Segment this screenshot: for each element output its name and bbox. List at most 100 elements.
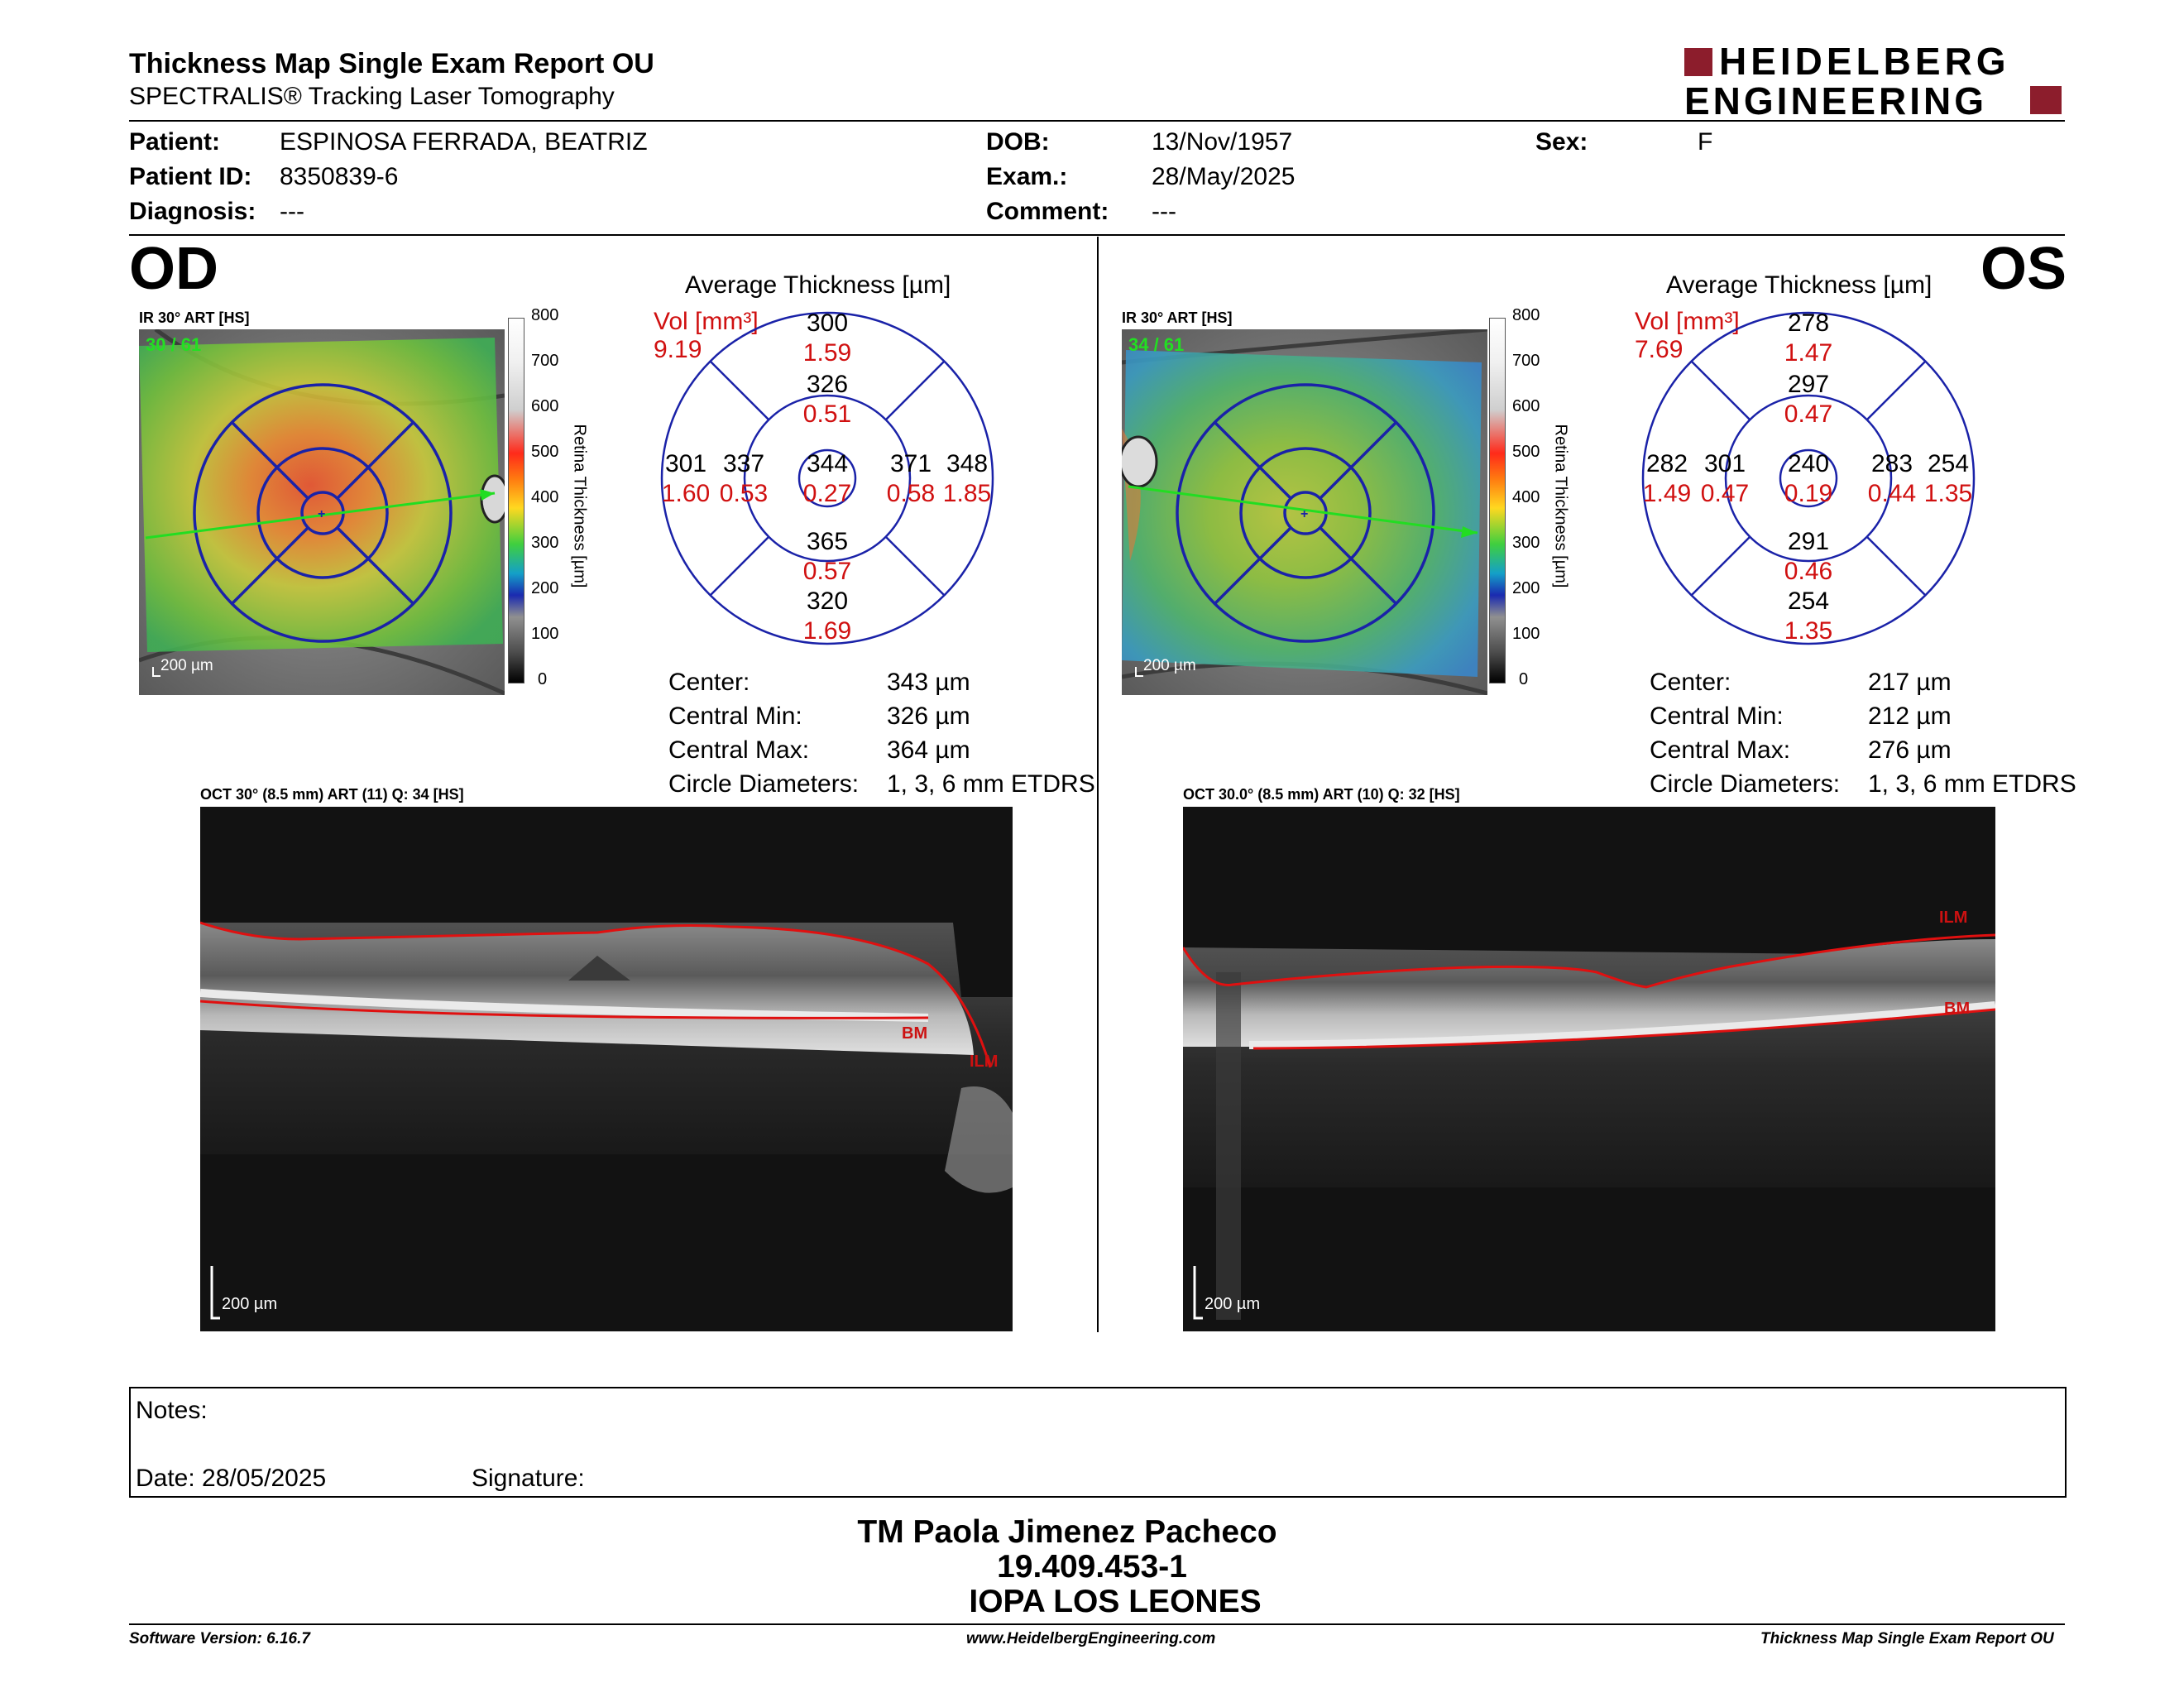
website-link[interactable]: www.HeidelbergEngineering.com xyxy=(966,1630,1216,1647)
comment-value: --- xyxy=(1152,198,1176,225)
os-oct-scan xyxy=(1183,807,1995,1331)
os-tick-700: 700 xyxy=(1512,352,1540,370)
os-colorbar-label: Retina Thickness [µm] xyxy=(1551,424,1570,588)
os-fundus-overlay: 34 / 61 xyxy=(1128,334,1185,355)
notes-box xyxy=(129,1387,2067,1498)
logo-square-icon xyxy=(1684,48,1712,76)
od-outer-right-volume: 1.85 xyxy=(942,480,992,507)
os-tick-800: 800 xyxy=(1512,306,1540,324)
od-outer-left-thickness: 301 xyxy=(664,450,707,477)
os-fundus-scale: 200 µm xyxy=(1143,657,1196,674)
od-colorbar-label: Retina Thickness [µm] xyxy=(570,424,589,588)
os-tick-100: 100 xyxy=(1512,625,1540,643)
od-avg-title: Average Thickness [µm] xyxy=(685,271,951,299)
logo-line-2: ENGINEERING xyxy=(1684,79,1988,122)
os-min-label: Central Min: xyxy=(1650,703,1784,730)
patient-name: ESPINOSA FERRADA, BEATRIZ xyxy=(280,128,648,156)
notes-date: Date: 28/05/2025 xyxy=(136,1465,327,1492)
od-inner-top-thickness: 326 xyxy=(806,371,849,398)
os-etdrs-grid xyxy=(1641,311,1976,645)
dob-label: DOB: xyxy=(986,128,1050,156)
os-circle-value: 1, 3, 6 mm ETDRS xyxy=(1868,770,2076,798)
od-oct-label: OCT 30° (8.5 mm) ART (11) Q: 34 [HS] xyxy=(200,786,464,803)
os-center-label: Center: xyxy=(1650,669,1731,696)
svg-text:+: + xyxy=(1300,507,1308,521)
signer-org: IOPA LOS LEONES xyxy=(969,1584,1262,1619)
od-inner-bottom-volume: 0.57 xyxy=(802,558,852,585)
os-outer-top-volume: 1.47 xyxy=(1784,339,1833,367)
patient-id: 8350839-6 xyxy=(280,163,399,190)
signer-id: 19.409.453-1 xyxy=(997,1549,1187,1585)
od-fundus-scale: 200 µm xyxy=(160,657,213,674)
os-vol-value: 7.69 xyxy=(1635,336,1684,363)
os-tick-0: 0 xyxy=(1519,670,1529,688)
od-tick-500: 500 xyxy=(531,443,559,461)
od-tick-0: 0 xyxy=(538,670,548,688)
os-inner-bottom-thickness: 291 xyxy=(1787,528,1830,555)
patient-id-label: Patient ID: xyxy=(129,163,252,190)
os-inner-top-volume: 0.47 xyxy=(1784,400,1833,428)
od-outer-bottom-volume: 1.69 xyxy=(802,617,852,645)
patient-rule xyxy=(129,234,2065,236)
logo-square-icon-2 xyxy=(2030,86,2062,114)
os-colorbar-ticks: 800 700 600 500 400 300 200 100 0 xyxy=(1512,306,1554,703)
header-rule xyxy=(129,120,2065,122)
od-inner-bottom-thickness: 365 xyxy=(806,528,849,555)
od-tick-600: 600 xyxy=(531,397,559,415)
od-bm-label: BM xyxy=(902,1024,928,1043)
od-outer-top-thickness: 300 xyxy=(806,309,849,337)
od-circle-value: 1, 3, 6 mm ETDRS xyxy=(887,770,1095,798)
exam-value: 28/May/2025 xyxy=(1152,163,1296,190)
dob-value: 13/Nov/1957 xyxy=(1152,128,1293,156)
os-circle-label: Circle Diameters: xyxy=(1650,770,1841,798)
report-title: Thickness Map Single Exam Report OU xyxy=(129,48,654,79)
os-grid-values: 278 1.47 297 0.47 282 1.49 301 0.47 240 … xyxy=(1641,309,1976,645)
sex-label: Sex: xyxy=(1535,128,1588,156)
footer-report-name: Thickness Map Single Exam Report OU xyxy=(1760,1630,2054,1647)
patient-label: Patient: xyxy=(129,128,221,156)
notes-signature-label: Signature: xyxy=(472,1465,585,1492)
od-inner-top-volume: 0.51 xyxy=(802,400,852,428)
exam-label: Exam.: xyxy=(986,163,1068,190)
od-tick-100: 100 xyxy=(531,625,559,643)
os-fundus-image: + xyxy=(1122,329,1487,695)
os-outer-right-thickness: 254 xyxy=(1927,450,1970,477)
od-center-thickness: 344 xyxy=(806,450,849,477)
od-max-value: 364 µm xyxy=(887,736,970,764)
os-tick-400: 400 xyxy=(1512,488,1540,506)
os-oct-scale: 200 µm xyxy=(1205,1295,1261,1313)
os-tick-200: 200 xyxy=(1512,579,1540,597)
od-max-label: Central Max: xyxy=(668,736,810,764)
od-oct-scan xyxy=(200,807,1013,1331)
os-vol-label: Vol [mm³] xyxy=(1635,308,1740,335)
od-tick-300: 300 xyxy=(531,534,559,552)
os-inner-right-thickness: 283 xyxy=(1870,450,1913,477)
od-min-label: Central Min: xyxy=(668,703,802,730)
od-etdrs-grid xyxy=(660,311,994,645)
os-center-volume: 0.19 xyxy=(1784,480,1833,507)
od-eye-label: OD xyxy=(129,236,218,302)
od-tick-400: 400 xyxy=(531,488,559,506)
od-outer-left-volume: 1.60 xyxy=(661,480,711,507)
diagnosis-label: Diagnosis: xyxy=(129,198,256,225)
od-vol-value: 9.19 xyxy=(654,336,702,363)
footer-rule xyxy=(129,1623,2065,1625)
os-outer-right-volume: 1.35 xyxy=(1923,480,1973,507)
os-eye-label: OS xyxy=(1980,236,2067,302)
os-center-thickness: 240 xyxy=(1787,450,1830,477)
notes-label: Notes: xyxy=(136,1397,208,1424)
software-version: Software Version: 6.16.7 xyxy=(129,1630,310,1647)
sex-value: F xyxy=(1698,128,1713,156)
od-tick-800: 800 xyxy=(531,306,559,324)
od-circle-label: Circle Diameters: xyxy=(668,770,860,798)
od-outer-top-volume: 1.59 xyxy=(802,339,852,367)
od-fundus-label: IR 30° ART [HS] xyxy=(139,309,250,326)
os-inner-top-thickness: 297 xyxy=(1787,371,1830,398)
os-min-value: 212 µm xyxy=(1868,703,1952,730)
od-fundus-image: + xyxy=(139,329,505,695)
od-ilm-label: ILM xyxy=(970,1053,999,1071)
od-colorbar-ticks: 800 700 600 500 400 300 200 100 0 xyxy=(531,306,572,703)
os-tick-600: 600 xyxy=(1512,397,1540,415)
report-subtitle: SPECTRALIS® Tracking Laser Tomography xyxy=(129,83,615,110)
os-colorbar xyxy=(1489,318,1506,683)
